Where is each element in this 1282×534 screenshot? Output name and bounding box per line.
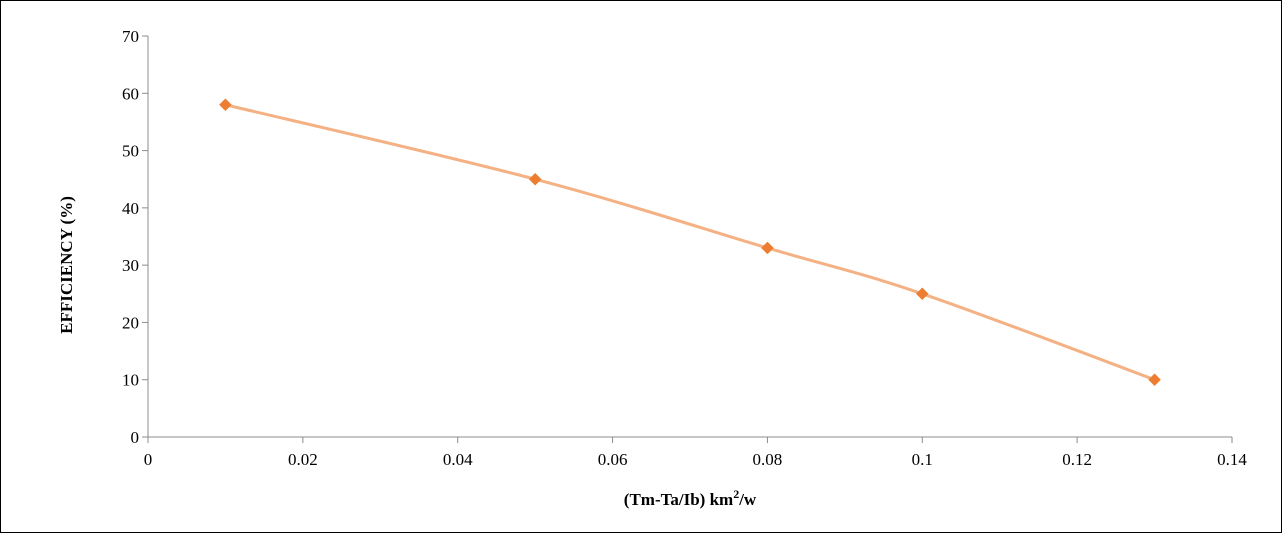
data-point-marker (219, 98, 232, 112)
y-axis-title: EFFICIENCY (%) (57, 196, 76, 334)
data-point-marker (761, 241, 774, 255)
data-point-marker (915, 287, 929, 301)
x-tick-label: 0.12 (1062, 450, 1092, 469)
y-tick-label: 60 (122, 84, 139, 103)
y-tick-label: 20 (122, 313, 139, 332)
data-point-marker (1148, 373, 1161, 387)
y-tick-label: 0 (131, 428, 140, 447)
ticks-layer: 0 10 20 30 40 50 60 70 0 0.02 0.04 0.06 0.08 0.1 0.12 0… (122, 27, 1247, 469)
x-tick-label: 0.08 (753, 450, 783, 469)
x-tick-label: 0.14 (1217, 450, 1247, 469)
series-layer (219, 98, 1161, 387)
y-tick-label: 10 (122, 371, 139, 390)
x-axis-title-suffix: /w (738, 490, 757, 509)
x-axis-title: (Tm-Ta/Ib) km2/w (624, 487, 757, 509)
y-tick-label: 50 (122, 142, 139, 161)
y-tick-label: 40 (122, 199, 139, 218)
y-tick-label: 70 (122, 27, 139, 46)
data-point-marker (528, 172, 542, 186)
series-line (223, 103, 1157, 382)
x-tick-label: 0.02 (288, 450, 318, 469)
x-tick-label: 0.1 (912, 450, 933, 469)
x-tick-label: 0.06 (598, 450, 628, 469)
x-tick-label: 0 (144, 450, 153, 469)
x-axis-title-superscript: 2 (733, 487, 739, 501)
x-tick-label: 0.04 (443, 450, 473, 469)
axes-layer (147, 36, 1232, 438)
x-axis-title-main: (Tm-Ta/Ib) km (624, 490, 733, 509)
y-tick-label: 30 (122, 256, 139, 275)
